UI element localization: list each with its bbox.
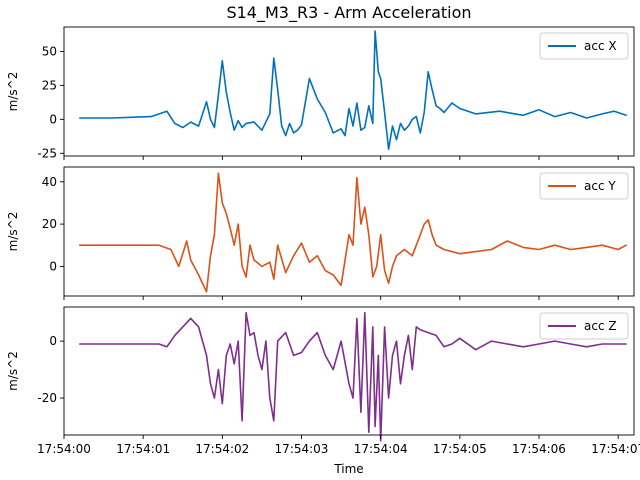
series-line-0-0 (79, 30, 627, 150)
chart-title: S14_M3_R3 - Arm Acceleration (226, 3, 471, 23)
plot-frame (63, 26, 635, 157)
x-tick-label: 17:54:07 (591, 442, 640, 456)
y-tick-label: -25 (37, 146, 57, 160)
y-tick-label: 50 (42, 44, 57, 58)
panel-acc-x: -25 0 25 50 m/s^2 acc X (6, 26, 635, 160)
panel-acc-y: 0 20 40 m/s^2 acc Y (6, 166, 635, 300)
x-tick-label: 17:54:06 (512, 442, 566, 456)
series-line-1-0 (79, 172, 627, 293)
x-tick-label: 17:54:00 (37, 442, 91, 456)
y-tick-label: 0 (49, 112, 57, 126)
y-axis-label: m/s^2 (6, 212, 20, 252)
panel-acc-z: -20 0 m/s^2 acc Z (6, 306, 635, 442)
y-tick-label: 20 (42, 217, 57, 231)
y-tick-label: 0 (49, 259, 57, 273)
y-tick-label: -20 (37, 391, 57, 405)
x-axis-ticks: 17:54:00 17:54:01 17:54:02 17:54:03 17:54:04… (37, 442, 640, 456)
legend-label: acc X (584, 39, 617, 53)
y-axis-label: m/s^2 (6, 351, 20, 391)
series-line-2-0 (79, 311, 627, 442)
legend-label: acc Z (584, 319, 617, 333)
x-tick-label: 17:54:05 (433, 442, 487, 456)
legend-label: acc Y (584, 179, 616, 193)
x-tick-label: 17:54:03 (275, 442, 329, 456)
x-tick-label: 17:54:04 (354, 442, 408, 456)
plot-frame (63, 306, 635, 436)
y-tick-label: 25 (42, 78, 57, 92)
legend-box (539, 172, 629, 200)
legend-box (539, 312, 629, 340)
y-tick-label: 40 (42, 175, 57, 189)
y-tick-label: 0 (49, 334, 57, 348)
x-axis-label: Time (333, 462, 363, 476)
y-axis-label: m/s^2 (6, 72, 20, 112)
plot-frame (63, 166, 635, 297)
x-tick-label: 17:54:02 (195, 442, 249, 456)
legend-box (539, 32, 629, 60)
x-tick-label: 17:54:01 (116, 442, 170, 456)
